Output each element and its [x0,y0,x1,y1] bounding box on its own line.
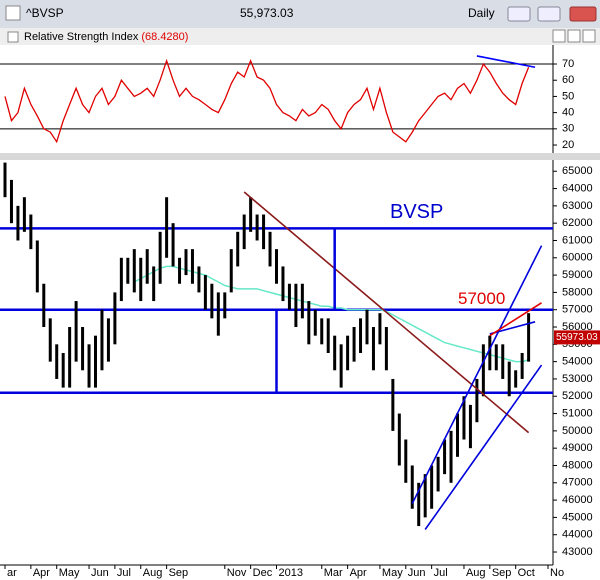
y-tick-label: 62000 [562,217,593,229]
maximize-button[interactable] [537,6,561,22]
y-tick-label: 60 [562,74,574,86]
y-tick-label: 44000 [562,529,593,541]
y-tick-label: 53000 [562,373,593,385]
x-tick-label: Dec [253,567,273,579]
y-tick-label: 65000 [562,165,593,177]
close-button[interactable] [569,6,597,22]
trend-line [424,364,543,530]
y-tick-label: 48000 [562,459,593,471]
y-tick-label: 54000 [562,356,593,368]
y-tick-label: 47000 [562,477,593,489]
x-tick-label: Apr [33,567,50,579]
y-tick-label: 51000 [562,407,593,419]
x-tick-label: ar [7,567,17,579]
x-tick-label: Jul [434,567,448,579]
y-tick-label: 59000 [562,269,593,281]
interval: Daily [468,6,495,20]
y-tick-label: 50000 [562,425,593,437]
x-tick-label: Aug [143,567,163,579]
x-tick-label: Oct [518,567,535,579]
y-tick-label: 20 [562,139,574,151]
panel-button[interactable] [582,29,596,43]
level-annotation: 57000 [458,289,505,308]
y-tick-label: 58000 [562,286,593,298]
x-tick-label: 2013 [279,567,303,579]
x-tick-label: Jun [408,567,426,579]
chart-annotation: BVSP [390,201,443,223]
x-tick-label: Apr [350,567,367,579]
x-tick-label: Nov [227,567,247,579]
y-tick-label: 30 [562,123,574,135]
x-tick-label: Sep [492,567,512,579]
last-price-label: 55973.03 [556,332,598,343]
y-tick-label: 64000 [562,182,593,194]
y-tick-label: 50 [562,90,574,102]
window-icon [5,5,21,21]
y-tick-label: 46000 [562,494,593,506]
x-tick-label: Sep [169,567,189,579]
trend-line [411,245,543,504]
x-tick-label: Jul [117,567,131,579]
last-price-box [554,330,600,345]
x-tick-label: Aug [466,567,486,579]
rsi-header [0,28,600,45]
symbol: ^BVSP [26,6,64,20]
panel-icon [7,31,19,43]
trend-line [243,191,530,434]
y-tick-label: 52000 [562,390,593,402]
minimize-button[interactable] [507,6,531,22]
y-tick-label: 45000 [562,511,593,523]
x-tick-label: May [382,567,403,579]
y-tick-label: 63000 [562,200,593,212]
panel-button[interactable] [552,29,566,43]
y-tick-label: 56000 [562,321,593,333]
trend-line [489,302,542,337]
x-tick-label: No [550,567,564,579]
trend-line [476,55,536,69]
rsi-title: Relative Strength Index [24,31,139,43]
y-tick-label: 43000 [562,546,593,558]
title-bar [0,0,600,28]
panel-separator [0,153,600,160]
x-tick-label: Jun [91,567,109,579]
y-tick-label: 60000 [562,252,593,264]
y-tick-label: 40 [562,107,574,119]
y-tick-label: 49000 [562,442,593,454]
rsi-line [4,58,530,144]
y-tick-label: 61000 [562,234,593,246]
y-tick-label: 70 [562,58,574,70]
panel-button[interactable] [567,29,581,43]
trend-line [489,321,536,335]
y-tick-label: 57000 [562,304,593,316]
x-tick-label: May [59,567,80,579]
price: 55,973.03 [240,6,294,20]
rsi-value: (68.4280) [141,31,188,43]
x-tick-label: Mar [324,567,343,579]
